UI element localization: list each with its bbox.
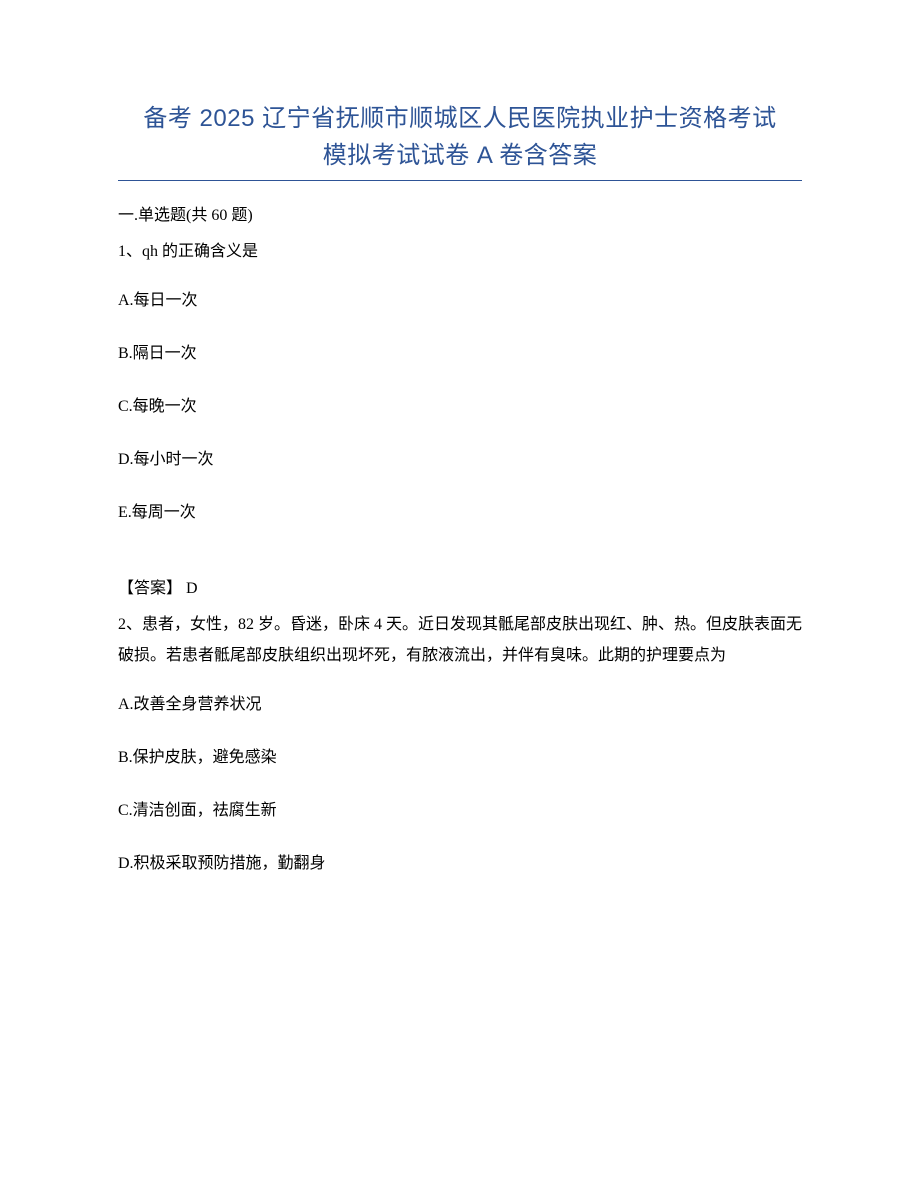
q1-option-e: E.每周一次 bbox=[118, 505, 802, 521]
title-divider bbox=[118, 180, 802, 181]
q1-answer: 【答案】 D bbox=[118, 581, 802, 597]
title-block: 备考 2025 辽宁省抚顺市顺城区人民医院执业护士资格考试 模拟考试试卷 A 卷… bbox=[118, 100, 802, 174]
q2-option-a: A.改善全身营养状况 bbox=[118, 697, 802, 713]
exam-page: 备考 2025 辽宁省抚顺市顺城区人民医院执业护士资格考试 模拟考试试卷 A 卷… bbox=[0, 0, 920, 1191]
q1-option-a: A.每日一次 bbox=[118, 293, 802, 309]
q2-option-d: D.积极采取预防措施，勤翻身 bbox=[118, 856, 802, 872]
q1-option-b: B.隔日一次 bbox=[118, 346, 802, 362]
section-header: 一.单选题(共 60 题) bbox=[118, 201, 802, 231]
q2-option-b: B.保护皮肤，避免感染 bbox=[118, 750, 802, 766]
q1-option-d: D.每小时一次 bbox=[118, 452, 802, 468]
title-line-1: 备考 2025 辽宁省抚顺市顺城区人民医院执业护士资格考试 bbox=[118, 100, 802, 137]
title-line-2: 模拟考试试卷 A 卷含答案 bbox=[118, 137, 802, 174]
q1-stem: 1、qh 的正确含义是 bbox=[118, 236, 802, 267]
q2-option-c: C.清洁创面，祛腐生新 bbox=[118, 803, 802, 819]
q1-option-c: C.每晚一次 bbox=[118, 399, 802, 415]
q2-stem: 2、患者，女性，82 岁。昏迷，卧床 4 天。近日发现其骶尾部皮肤出现红、肿、热… bbox=[118, 609, 802, 671]
